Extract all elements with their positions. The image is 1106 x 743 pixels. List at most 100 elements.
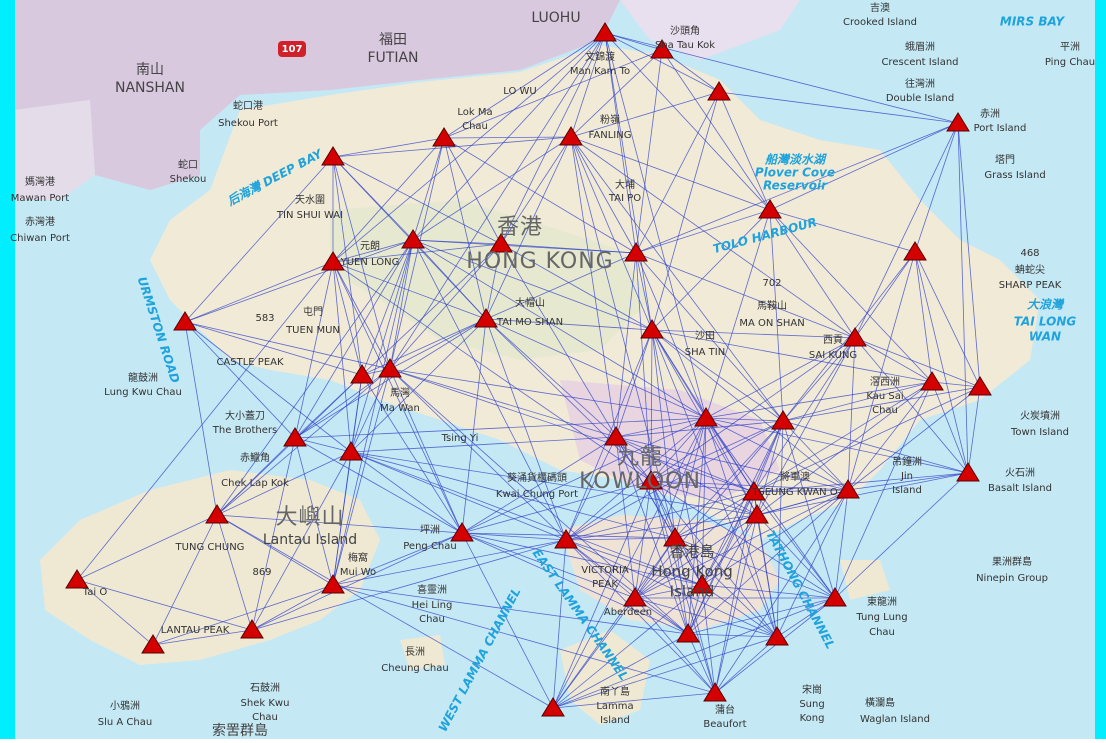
place-label: 九龍 bbox=[617, 445, 663, 470]
place-label: 香港 bbox=[497, 215, 543, 240]
place-label: 赤洲 bbox=[980, 108, 1000, 120]
place-label: 香港島 bbox=[669, 543, 714, 561]
place-label: Island bbox=[600, 715, 630, 726]
place-label: 赤灣港 bbox=[25, 216, 55, 228]
place-label: Plover Cove bbox=[755, 166, 835, 180]
place-label: 大嶼山 bbox=[275, 505, 344, 530]
place-label: 南丫島 bbox=[600, 685, 630, 698]
place-label: Sung bbox=[799, 699, 824, 710]
place-label: Double Island bbox=[886, 93, 954, 104]
place-label: Waglan Island bbox=[860, 714, 930, 725]
place-label: Town Island bbox=[1010, 427, 1069, 438]
place-label: 西貢 bbox=[823, 334, 843, 346]
place-label: 小鴉洲 bbox=[110, 699, 140, 712]
place-label: 粉嶺 bbox=[600, 113, 620, 126]
place-label: Chau bbox=[252, 712, 278, 723]
place-label: Tsing Yi bbox=[441, 433, 479, 444]
place-label: 果洲群島 bbox=[992, 555, 1032, 568]
place-label: 龍鼓洲 bbox=[128, 371, 158, 384]
place-label: TUEN MUN bbox=[285, 325, 340, 336]
place-label: Mawan Port bbox=[11, 193, 69, 204]
place-label: 吊鐘洲 bbox=[892, 455, 922, 468]
place-label: Shek Kwu bbox=[241, 698, 290, 709]
place-label: Kwai Chung Port bbox=[496, 489, 578, 500]
place-label: Kau Sai bbox=[866, 391, 903, 402]
place-label: Chau bbox=[869, 627, 895, 638]
place-label: Chek Lap Kok bbox=[221, 478, 289, 489]
place-label: 元朗 bbox=[360, 240, 380, 252]
place-label: SAI KUNG bbox=[809, 350, 857, 361]
place-label: Chau bbox=[462, 121, 488, 132]
place-label: Crescent Island bbox=[881, 57, 958, 68]
map: LUOHU福田FUTIAN南山NANSHAN107蛇口港Shekou Port蛇… bbox=[0, 0, 1106, 739]
place-label: TAI PO bbox=[608, 193, 641, 204]
place-label: NANSHAN bbox=[115, 80, 185, 96]
place-label: 橫瀾島 bbox=[865, 696, 895, 709]
place-label: Ma Wan bbox=[380, 403, 420, 414]
place-label: 蛇口 bbox=[178, 158, 198, 171]
place-label: LO WU bbox=[503, 86, 536, 97]
place-label: Shekou bbox=[170, 174, 207, 185]
place-label: 702 bbox=[762, 278, 781, 289]
place-label: 馬灣 bbox=[390, 387, 410, 399]
place-label: VICTORIA bbox=[581, 565, 629, 576]
place-label: 福田 bbox=[379, 32, 407, 48]
place-label: 吉澳 bbox=[870, 1, 890, 14]
place-label: 媽灣港 bbox=[25, 175, 55, 188]
place-label: 大埔 bbox=[615, 178, 635, 191]
place-label: 蒲台 bbox=[715, 703, 735, 716]
place-label: FUTIAN bbox=[367, 50, 418, 66]
place-label: 塔門 bbox=[995, 153, 1015, 166]
place-label: LUOHU bbox=[531, 10, 580, 26]
place-label: 平洲 bbox=[1060, 41, 1080, 53]
place-label: PEAK bbox=[592, 579, 618, 590]
place-label: Sha Tau Kok bbox=[655, 40, 715, 51]
place-label: Island bbox=[670, 583, 715, 601]
place-label: Port Island bbox=[974, 123, 1027, 134]
place-label: 大小蓋刀 bbox=[225, 409, 265, 422]
place-label: 馬鞍山 bbox=[757, 299, 787, 312]
place-label: 長洲 bbox=[405, 646, 425, 658]
place-label: Lamma bbox=[596, 701, 633, 712]
place-label: Kong bbox=[800, 713, 825, 724]
place-label: Lung Kwu Chau bbox=[104, 387, 182, 398]
place-label: Crooked Island bbox=[843, 17, 917, 28]
place-label: 東龍洲 bbox=[867, 595, 897, 608]
place-label: MA ON SHAN bbox=[739, 318, 804, 329]
place-label: 屯門 bbox=[303, 305, 323, 318]
place-label: 喜靈洲 bbox=[417, 583, 447, 596]
place-label: Lok Ma bbox=[457, 107, 492, 118]
place-label: Basalt Island bbox=[988, 483, 1052, 494]
place-label: 南山 bbox=[136, 62, 164, 78]
place-label: 將軍澳 bbox=[780, 470, 810, 483]
place-label: TIN SHUI WAI bbox=[276, 210, 343, 221]
place-label: 沙田 bbox=[695, 330, 715, 342]
place-label: Ping Chau bbox=[1045, 57, 1095, 68]
place-label: TSEUNG KWAN O bbox=[751, 487, 838, 498]
place-label: 火炭墳洲 bbox=[1020, 410, 1060, 422]
place-label: Chiwan Port bbox=[10, 233, 70, 244]
place-label: Chau bbox=[419, 614, 445, 625]
place-label: Chau bbox=[872, 405, 898, 416]
place-label: Shekou Port bbox=[218, 118, 278, 129]
place-label: TAI MO SHAN bbox=[496, 317, 563, 328]
place-label: 滘西洲 bbox=[870, 376, 900, 388]
place-label: TAI LONG bbox=[1014, 315, 1077, 329]
place-label: SHARP PEAK bbox=[999, 280, 1062, 291]
place-label: Cheung Chau bbox=[381, 663, 448, 674]
place-label: 坪洲 bbox=[420, 523, 440, 536]
place-label: 往灣洲 bbox=[905, 77, 935, 90]
place-label: 宋崗 bbox=[802, 683, 822, 696]
place-label: CASTLE PEAK bbox=[216, 357, 284, 368]
place-label: Tai O bbox=[82, 587, 108, 598]
place-label: Hei Ling bbox=[412, 600, 453, 611]
place-label: 蛾眉洲 bbox=[905, 40, 935, 53]
place-label: 大浪灣 bbox=[1027, 298, 1065, 312]
place-label: 沙頭角 bbox=[670, 25, 700, 37]
place-label: Grass Island bbox=[984, 170, 1045, 181]
place-label: 火石洲 bbox=[1005, 467, 1035, 479]
place-label: SHA TIN bbox=[685, 347, 725, 358]
place-label: Slu A Chau bbox=[98, 717, 152, 728]
place-label: 大帽山 bbox=[515, 296, 545, 309]
place-label: Reservoir bbox=[763, 179, 828, 193]
